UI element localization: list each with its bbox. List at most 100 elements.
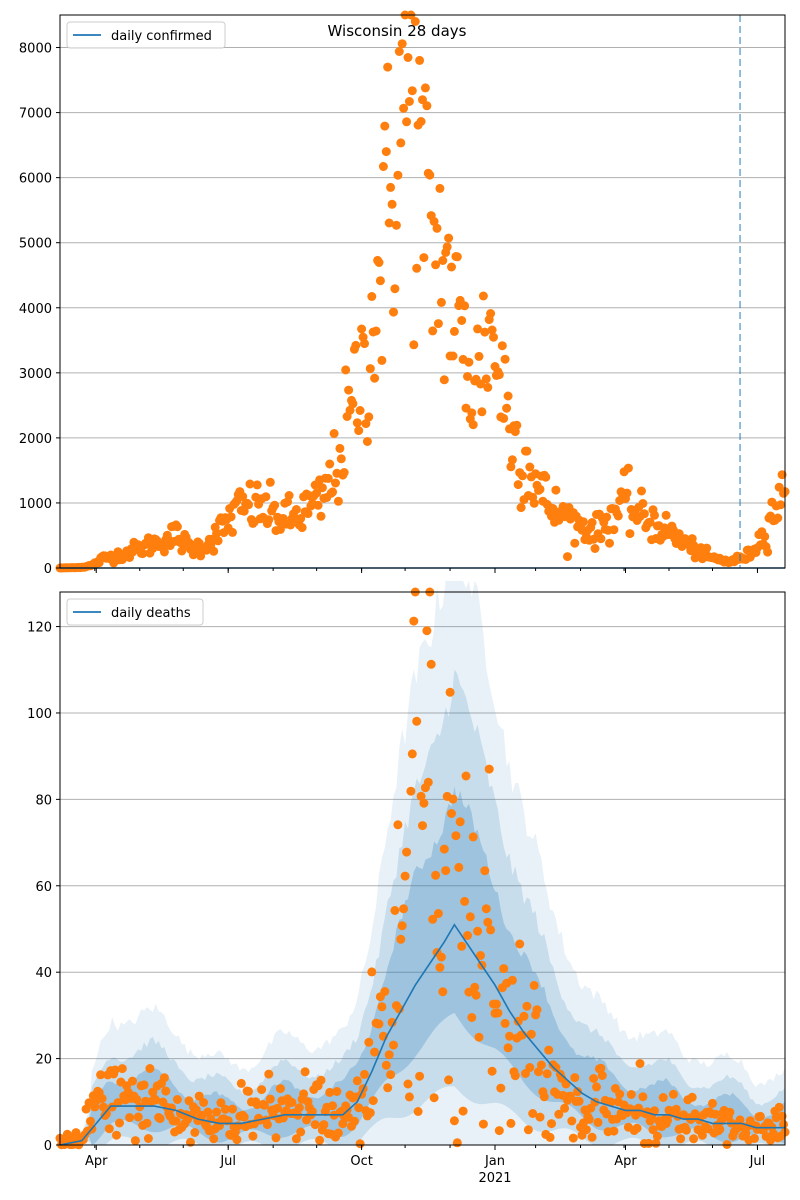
data-point	[567, 1116, 577, 1126]
data-point	[245, 479, 255, 489]
data-point	[470, 982, 480, 992]
data-point	[505, 1031, 514, 1041]
data-point	[560, 1103, 570, 1113]
data-point	[349, 1116, 359, 1126]
chart-title: Wisconsin 28 days	[328, 22, 467, 40]
data-point	[374, 1019, 384, 1029]
data-point	[652, 1131, 662, 1141]
y-tick-label: 100	[27, 707, 52, 722]
deaths-gridlines	[60, 626, 785, 1060]
data-point	[374, 258, 384, 267]
data-point	[310, 1120, 320, 1130]
data-point	[299, 1089, 309, 1099]
data-point	[725, 1107, 735, 1117]
data-point	[130, 1136, 140, 1146]
data-point	[477, 407, 487, 417]
data-point	[239, 1112, 249, 1122]
data-point	[238, 492, 248, 501]
data-point	[573, 1087, 583, 1097]
data-point	[489, 332, 498, 342]
data-point	[535, 484, 545, 494]
data-point	[284, 491, 294, 500]
data-point	[574, 1096, 584, 1106]
data-point	[632, 1123, 642, 1133]
data-point	[393, 170, 403, 180]
data-point	[491, 999, 501, 1009]
data-point	[473, 324, 483, 334]
data-point	[447, 809, 456, 818]
data-point	[364, 1037, 374, 1047]
data-point	[480, 866, 490, 876]
data-point	[529, 980, 539, 990]
data-point	[551, 1063, 561, 1072]
data-point	[389, 307, 398, 317]
data-point	[626, 1090, 636, 1099]
data-point	[487, 1066, 497, 1076]
data-point	[436, 297, 446, 307]
data-point	[419, 253, 429, 263]
data-point	[525, 1063, 535, 1072]
data-point	[436, 952, 446, 962]
data-point	[393, 820, 403, 830]
data-point	[544, 1045, 554, 1055]
data-point	[502, 403, 512, 413]
data-point	[451, 831, 461, 841]
y-tick-label: 5000	[19, 237, 52, 252]
data-point	[194, 1091, 204, 1101]
deaths-x-ticks: Apr Jul Oct Jan Apr Jul	[85, 1145, 765, 1169]
data-point	[352, 1076, 362, 1086]
data-point	[448, 351, 458, 361]
data-point	[159, 547, 169, 557]
data-point	[384, 1050, 394, 1060]
data-point	[117, 1064, 127, 1074]
data-point	[273, 1103, 282, 1113]
data-point	[261, 492, 271, 502]
data-point	[413, 1107, 423, 1116]
data-point	[441, 866, 451, 876]
data-point	[473, 926, 483, 936]
data-point	[503, 391, 513, 401]
data-point	[370, 373, 380, 383]
data-point	[296, 1127, 306, 1137]
data-point	[638, 1092, 648, 1102]
data-point	[396, 138, 406, 148]
x-tick-label: Oct	[350, 1154, 372, 1169]
data-point	[518, 471, 527, 481]
data-point	[325, 459, 335, 469]
x-tick-label: Apr	[614, 1154, 637, 1169]
data-point	[384, 218, 394, 228]
data-point	[481, 374, 491, 384]
data-point	[651, 1138, 661, 1148]
data-point	[467, 408, 477, 418]
y-tick-label: 80	[35, 793, 52, 808]
data-point	[452, 1138, 462, 1148]
x-tick-label: Jan	[484, 1154, 505, 1169]
deaths-legend: daily deaths	[66, 598, 204, 626]
data-point	[97, 1094, 107, 1103]
data-point	[525, 462, 535, 472]
data-point	[275, 524, 285, 534]
data-point	[471, 990, 481, 1000]
data-point	[500, 1018, 510, 1028]
data-point	[496, 1083, 506, 1093]
data-point	[377, 1002, 387, 1012]
data-point	[507, 455, 517, 465]
data-point	[397, 39, 407, 49]
data-point	[209, 1134, 219, 1144]
data-point	[360, 1069, 369, 1079]
data-point	[389, 1040, 398, 1050]
data-point	[460, 301, 470, 311]
data-point	[506, 1118, 516, 1128]
data-point	[409, 340, 419, 350]
data-point	[167, 1103, 177, 1113]
data-point	[750, 1133, 759, 1143]
data-point	[433, 319, 443, 329]
confirmed-gridlines	[60, 47, 785, 504]
data-point	[125, 1113, 135, 1123]
data-point	[271, 1133, 281, 1143]
data-point	[139, 1080, 149, 1090]
data-point	[605, 538, 614, 548]
data-point	[523, 1125, 533, 1135]
data-point	[625, 529, 635, 539]
data-point	[613, 511, 623, 521]
